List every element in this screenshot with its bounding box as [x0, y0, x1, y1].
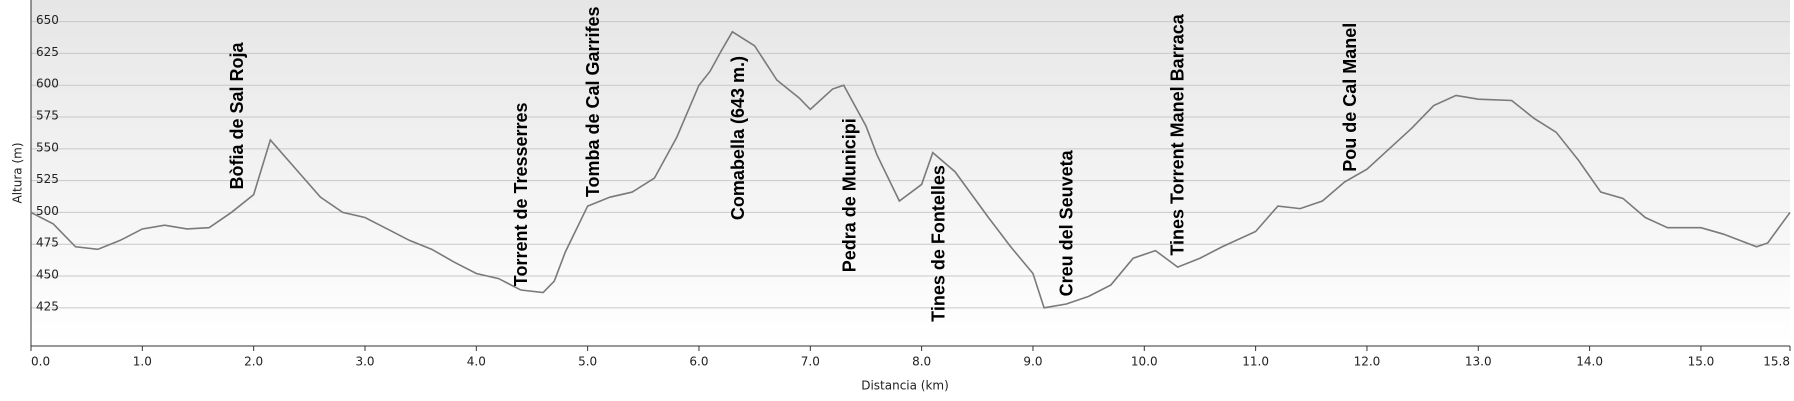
x-tick-label: 5.0: [578, 355, 597, 369]
annotation: Comabella (643 m.): [728, 56, 748, 220]
elevation-line: [30, 30, 1791, 309]
x-tick-label: 2.0: [244, 355, 263, 369]
x-tick-label: 1.0: [133, 355, 152, 369]
y-tick-label: 525: [36, 172, 59, 186]
x-axis-title: Distancia (km): [861, 379, 949, 393]
x-tick-label: 13.0: [1465, 355, 1492, 369]
x-tick-label: 0.0: [31, 355, 50, 369]
annotation: Pedra de Municipi: [839, 118, 859, 272]
y-tick-label: 650: [36, 13, 59, 27]
annotation: Torrent de Tresserres: [511, 102, 531, 286]
x-tick-label: 9.0: [1023, 355, 1042, 369]
x-tick-label: 7.0: [801, 355, 820, 369]
x-tick-label: 15.0: [1688, 355, 1715, 369]
y-tick-label: 500: [36, 204, 59, 218]
y-axis-title: Altura (m): [11, 142, 25, 203]
x-tick-label: 6.0: [689, 355, 708, 369]
annotation: Pou de Cal Manel: [1340, 23, 1360, 172]
y-tick-label: 600: [36, 77, 59, 91]
annotation: Tines Torrent Manel Barraca: [1168, 13, 1188, 255]
plot-background: [31, 0, 1790, 346]
y-tick-label: 475: [36, 236, 59, 250]
y-tick-label: 625: [36, 45, 59, 59]
annotation: Tines de Fontelles: [928, 165, 948, 322]
y-tick-label: 425: [36, 299, 59, 313]
x-tick-label: 4.0: [467, 355, 486, 369]
x-tick-label: 11.0: [1242, 355, 1269, 369]
y-tick-label: 575: [36, 109, 59, 123]
x-tick-label: 15.8: [1763, 355, 1790, 369]
annotation: Bòfia de Sal Roja: [227, 42, 247, 190]
x-tick-label: 3.0: [355, 355, 374, 369]
x-tick-label: 8.0: [912, 355, 931, 369]
x-tick-label: 10.0: [1131, 355, 1158, 369]
annotation: Creu del Seuveta: [1056, 149, 1076, 296]
y-tick-label: 450: [36, 268, 59, 282]
x-tick-label: 12.0: [1354, 355, 1381, 369]
y-tick-label: 550: [36, 140, 59, 154]
annotation: Tomba de Cal Garrifes: [583, 6, 603, 197]
x-tick-label: 14.0: [1576, 355, 1603, 369]
